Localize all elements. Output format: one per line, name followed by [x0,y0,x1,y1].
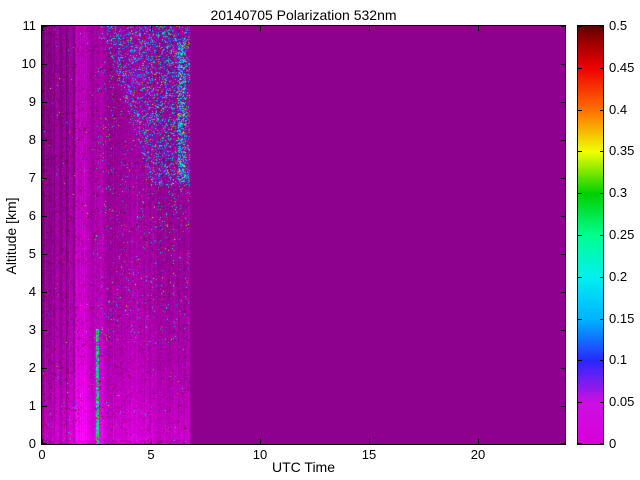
y-tick-mark-right [561,64,566,65]
y-tick-label: 6 [28,208,36,223]
colorbar-tick-mark-right [600,319,604,320]
x-tick-mark [478,439,479,444]
colorbar-tick-mark [578,402,582,403]
colorbar-tick-mark [578,26,582,27]
x-tick-mark-top [151,26,152,31]
y-tick-mark [42,26,47,27]
y-tick-mark [42,140,47,141]
colorbar-tick-label: 0.4 [609,102,628,117]
colorbar-tick-mark-right [600,235,604,236]
colorbar-tick-mark-right [600,68,604,69]
chart-title: 20140705 Polarization 532nm [210,7,397,23]
y-tick-label: 3 [28,322,36,337]
x-tick-mark [260,439,261,444]
y-tick-mark [42,102,47,103]
y-tick-mark [42,64,47,65]
colorbar-tick-mark-right [600,360,604,361]
x-tick-mark-top [478,26,479,31]
y-tick-mark [42,254,47,255]
colorbar-tick-label: 0.2 [609,269,628,284]
y-tick-mark-right [561,368,566,369]
x-tick-label: 15 [361,447,377,462]
y-tick-mark [42,216,47,217]
colorbar-tick-mark [578,151,582,152]
y-tick-mark [42,330,47,331]
colorbar-tick-mark-right [600,151,604,152]
x-tick-label: 20 [470,447,486,462]
x-tick-mark [369,439,370,444]
y-tick-mark [42,443,47,444]
y-axis-label: Altitude [km] [3,197,19,275]
colorbar-tick-mark [578,110,582,111]
colorbar-tick-label: 0.45 [609,60,635,75]
colorbar-tick-label: 0.3 [609,185,628,200]
y-tick-label: 0 [28,436,36,451]
y-tick-mark-right [561,140,566,141]
y-tick-mark-right [561,102,566,103]
x-tick-mark-top [42,26,43,31]
y-tick-label: 8 [28,132,36,147]
x-tick-mark-top [369,26,370,31]
y-tick-mark [42,292,47,293]
y-tick-mark-right [561,330,566,331]
x-tick-mark [151,439,152,444]
colorbar-tick-mark-right [600,110,604,111]
y-tick-mark-right [561,406,566,407]
x-tick-label: 10 [252,447,268,462]
y-tick-mark [42,178,47,179]
colorbar-tick-mark [578,68,582,69]
y-tick-mark-right [561,178,566,179]
colorbar-tick-label: 0.35 [609,143,635,158]
colorbar-tick-label: 0.1 [609,352,628,367]
y-tick-mark-right [561,254,566,255]
heatmap-canvas [42,26,565,444]
colorbar-tick-mark-right [600,277,604,278]
colorbar-tick-mark-right [600,26,604,27]
colorbar-tick-mark-right [600,443,604,444]
y-tick-label: 2 [28,360,36,375]
colorbar [577,25,604,445]
colorbar-tick-mark [578,277,582,278]
y-tick-label: 5 [28,246,36,261]
colorbar-tick-mark [578,443,582,444]
colorbar-canvas [578,26,603,444]
y-tick-mark-right [561,26,566,27]
y-tick-mark-right [561,292,566,293]
colorbar-tick-mark-right [600,402,604,403]
colorbar-tick-mark [578,360,582,361]
y-tick-mark [42,406,47,407]
colorbar-tick-label: 0.15 [609,311,635,326]
y-tick-mark-right [561,443,566,444]
y-tick-label: 7 [28,170,36,185]
x-axis-label: UTC Time [272,459,335,475]
x-tick-label: 5 [147,447,155,462]
colorbar-tick-label: 0.5 [609,18,628,33]
colorbar-tick-mark [578,193,582,194]
x-tick-label: 0 [38,447,46,462]
colorbar-tick-label: 0.05 [609,394,635,409]
colorbar-tick-mark-right [600,193,604,194]
y-tick-label: 4 [28,284,36,299]
y-tick-label: 9 [28,94,36,109]
colorbar-tick-label: 0 [609,436,617,451]
colorbar-tick-label: 0.25 [609,227,635,242]
x-tick-mark [42,439,43,444]
colorbar-tick-mark [578,319,582,320]
x-tick-mark-top [260,26,261,31]
y-tick-label: 1 [28,398,36,413]
y-tick-label: 11 [22,18,37,33]
colorbar-tick-mark [578,235,582,236]
y-tick-mark [42,368,47,369]
plot-area [41,25,566,445]
y-tick-label: 10 [21,56,36,71]
y-tick-mark-right [561,216,566,217]
